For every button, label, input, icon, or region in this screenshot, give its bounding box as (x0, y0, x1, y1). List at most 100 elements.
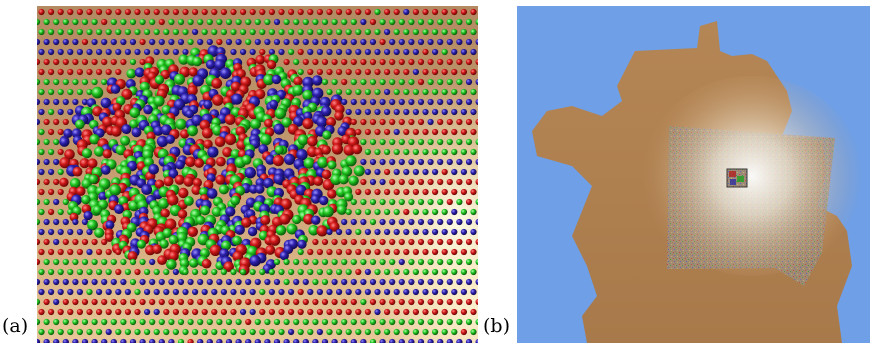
atom-sphere (352, 144, 363, 155)
atom-sphere (67, 108, 74, 116)
atom-sphere (53, 198, 60, 206)
atom-sphere (456, 278, 463, 286)
atom-sphere (131, 127, 142, 138)
atom-sphere (460, 128, 467, 136)
atom-sphere (115, 308, 122, 316)
atom-sphere (219, 67, 232, 79)
atom-sphere (327, 160, 337, 170)
atom-sphere (144, 308, 151, 316)
atom-sphere (211, 308, 218, 316)
atom-sphere (273, 123, 285, 135)
atom-sphere (441, 268, 448, 276)
atom-sphere (369, 118, 377, 126)
atom-sphere (355, 88, 362, 96)
atom-sphere (129, 58, 137, 66)
atom-sphere (144, 48, 151, 56)
atom-sphere (427, 318, 434, 326)
atom-sphere (187, 298, 194, 306)
atom-sphere (456, 298, 463, 306)
atom-sphere (326, 288, 333, 296)
atom-sphere (341, 58, 348, 66)
atom-sphere (470, 228, 477, 236)
atom-sphere (187, 125, 198, 137)
atom-sphere (265, 154, 276, 165)
atom-sphere (76, 48, 83, 56)
atom-sphere (393, 8, 400, 16)
atom-sphere (403, 248, 410, 256)
atom-sphere (197, 338, 204, 343)
atom-sphere (178, 187, 189, 199)
atom-sphere (297, 288, 304, 296)
atom-sphere (76, 308, 83, 316)
atom-sphere (319, 195, 329, 206)
atom-sphere (360, 318, 367, 326)
atom-sphere (451, 8, 458, 16)
atom-sphere (389, 298, 396, 306)
atom-sphere (345, 228, 352, 236)
atom-sphere (57, 88, 64, 96)
atom-sphere (76, 248, 83, 256)
atom-sphere (268, 8, 275, 16)
atom-sphere (475, 218, 478, 226)
atom-sphere (312, 258, 319, 266)
atom-sphere (57, 48, 64, 56)
atom-sphere (470, 308, 477, 316)
atom-sphere (297, 48, 304, 56)
atom-sphere (408, 18, 415, 26)
atom-sphere (57, 288, 64, 296)
atom-sphere (265, 244, 276, 255)
atom-sphere (38, 128, 45, 136)
atom-sphere (81, 298, 89, 306)
atom-sphere (245, 197, 256, 208)
atom-sphere (345, 208, 352, 216)
atom-sphere (460, 148, 467, 156)
atom-sphere (412, 208, 419, 216)
atom-sphere (81, 38, 89, 46)
atom-sphere (120, 38, 127, 46)
atom-sphere (313, 176, 324, 186)
atom-sphere (437, 318, 444, 326)
atom-sphere (273, 318, 281, 326)
atom-sphere (379, 178, 386, 186)
atom-sphere (379, 198, 386, 206)
atom-sphere (177, 338, 185, 343)
atom-sphere (369, 178, 377, 186)
atom-sphere (403, 48, 410, 56)
atom-sphere (336, 28, 343, 36)
atom-sphere (81, 78, 89, 86)
atom-sphere (422, 328, 429, 336)
atom-sphere (432, 28, 439, 36)
atom-sphere (48, 248, 55, 256)
atom-sphere (167, 194, 179, 206)
atom-sphere (206, 298, 213, 306)
atom-sphere (321, 106, 332, 117)
atom-sphere (360, 338, 367, 343)
atom-sphere (369, 338, 377, 343)
atom-sphere (312, 238, 319, 246)
atom-sphere (197, 298, 204, 306)
atom-sphere (67, 8, 74, 16)
atom-sphere (161, 105, 172, 115)
atom-sphere (393, 108, 400, 116)
atom-sphere (412, 88, 419, 96)
atom-sphere (231, 93, 243, 105)
atom-sphere (412, 108, 419, 116)
atom-sphere (96, 328, 103, 336)
atom-sphere (350, 298, 357, 306)
light-glow (642, 76, 862, 276)
atom-sphere (427, 118, 434, 126)
atom-sphere (364, 88, 371, 96)
atom-sphere (264, 38, 271, 46)
atom-sphere (81, 195, 91, 205)
atom-sphere (153, 8, 160, 16)
atom-sphere (182, 28, 189, 36)
atom-sphere (67, 328, 74, 336)
atom-sphere (129, 318, 137, 326)
atom-sphere (408, 318, 415, 326)
atom-sphere (296, 149, 308, 161)
atom-sphere (153, 28, 160, 36)
atom-sphere (403, 108, 410, 116)
atom-sphere (62, 18, 69, 26)
atom-sphere (441, 108, 448, 116)
atom-sphere (81, 278, 89, 286)
